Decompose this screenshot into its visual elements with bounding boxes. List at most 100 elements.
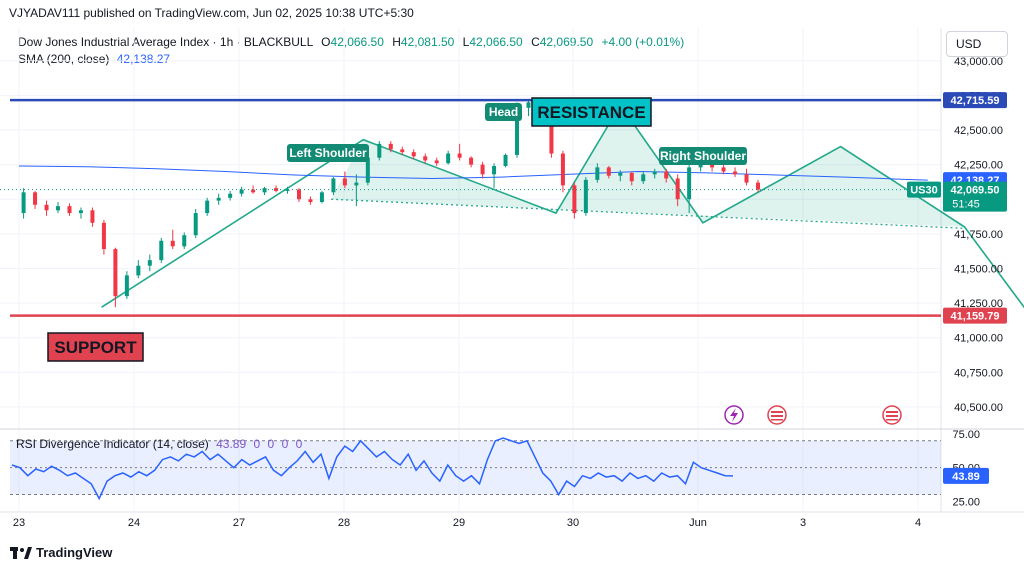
candle-body	[675, 178, 680, 200]
time-tick-label: 23	[13, 517, 25, 529]
svg-text:US30: US30	[910, 185, 938, 197]
candle-body	[377, 143, 382, 158]
sma-legend[interactable]: SMA (200, close) 42,138.27	[18, 52, 170, 66]
candle-body	[239, 189, 244, 194]
rsi-tick-label: 25.00	[952, 496, 980, 508]
candle-body	[733, 171, 738, 175]
head-annotation[interactable]: Head	[485, 103, 522, 121]
bar-countdown: 51:45	[952, 199, 980, 211]
us-flag-event-icon[interactable]	[767, 405, 787, 425]
candle-body	[469, 157, 474, 165]
rsi-legend[interactable]: RSI Divergence Indicator (14, close) 43.…	[16, 437, 302, 451]
candle-body	[170, 240, 175, 247]
candle-body	[101, 222, 106, 250]
candle-body	[67, 206, 72, 214]
price-axis[interactable]: 43,000.0042,750.0042,500.0042,250.0042,0…	[954, 56, 1003, 414]
time-tick-label: 4	[915, 517, 921, 529]
time-tick-label: 27	[233, 517, 245, 529]
candle-body	[33, 192, 38, 205]
candle-body	[251, 189, 256, 193]
candle-body	[400, 149, 405, 153]
svg-text:42,715.59: 42,715.59	[951, 95, 1000, 107]
candle-body	[515, 107, 520, 155]
head-label: Head	[489, 105, 518, 119]
candle-body	[228, 193, 233, 198]
price-tick-label: 40,500.00	[954, 402, 1003, 414]
support-price-tag: 41,159.79	[943, 307, 1007, 324]
candle-body	[583, 179, 588, 214]
us-flag-event-icon[interactable]	[882, 405, 902, 425]
horizontal-grid	[0, 60, 941, 408]
rsi-zero-4: 0	[295, 437, 303, 451]
time-tick-label: 24	[128, 517, 140, 529]
candle-body	[124, 275, 129, 297]
rsi-params: (14, close)	[152, 437, 209, 451]
tradingview-brand: TradingView	[36, 545, 113, 560]
candle-body	[755, 182, 760, 190]
high-label: H	[392, 35, 401, 49]
rsi-zero-3: 0	[281, 437, 289, 451]
pattern-fill	[331, 105, 965, 227]
rsi-zero-2: 0	[267, 437, 275, 451]
rsi-zero-1: 0	[253, 437, 261, 451]
candle-body	[411, 152, 416, 157]
resistance-label: RESISTANCE	[537, 103, 645, 122]
time-tick-label: Jun	[689, 517, 707, 529]
candle-body	[641, 174, 646, 182]
time-tick-label: 30	[567, 517, 579, 529]
sma-label: SMA (200, close)	[18, 52, 110, 66]
support-annotation[interactable]: SUPPORT	[47, 332, 144, 362]
candle-body	[262, 188, 267, 193]
change-value: +4.00 (+0.01%)	[601, 35, 685, 49]
tradingview-logo[interactable]: TradingView	[10, 545, 112, 560]
candle-body	[159, 240, 164, 261]
rsi-line	[11, 437, 734, 501]
time-tick-label: 3	[800, 517, 806, 529]
support-label: SUPPORT	[54, 338, 137, 357]
candle-body	[721, 167, 726, 172]
resistance-annotation[interactable]: RESISTANCE	[531, 97, 652, 127]
candle-body	[296, 189, 301, 200]
candle-body	[365, 157, 370, 183]
candle-body	[342, 178, 347, 186]
candle-body	[434, 160, 439, 164]
svg-text:41,159.79: 41,159.79	[951, 311, 1000, 323]
price-tick-label: 40,750.00	[954, 367, 1003, 379]
candle-body	[606, 167, 611, 176]
candle-body	[446, 153, 451, 164]
candle-body	[526, 102, 531, 108]
neckline	[331, 198, 965, 229]
rsi-value: 43.89	[216, 437, 247, 451]
candle-body	[44, 204, 49, 211]
head-shoulders-pattern[interactable]	[101, 103, 1024, 313]
candle-body	[572, 185, 577, 214]
left-shoulder-annotation[interactable]: Left Shoulder	[287, 144, 369, 162]
candle-body	[595, 167, 600, 180]
candle-body	[492, 166, 497, 175]
candle-body	[182, 235, 187, 247]
candle-body	[629, 172, 634, 182]
time-axis[interactable]: 23 24 27 28 29 30 Jun 3 4	[13, 517, 921, 529]
price-tick-label: 41,500.00	[954, 263, 1003, 275]
candle-body	[216, 197, 221, 201]
currency-button[interactable]: USD	[946, 31, 1008, 57]
candle-body	[687, 167, 692, 200]
low-value: 42,066.50	[469, 35, 523, 49]
candle-body	[652, 171, 657, 175]
candle-body	[136, 265, 141, 276]
candle-body	[319, 192, 324, 202]
price-tick-label: 42,500.00	[954, 125, 1003, 137]
time-tick-label: 28	[338, 517, 350, 529]
candle-body	[147, 260, 152, 266]
rsi-title: RSI Divergence Indicator	[16, 437, 150, 451]
vertical-grid	[18, 28, 919, 512]
lightning-event-icon[interactable]	[724, 405, 744, 425]
left-shoulder-label: Left Shoulder	[289, 146, 367, 160]
close-label: C	[531, 35, 540, 49]
candle-body	[457, 153, 462, 158]
right-shoulder-annotation[interactable]: Right Shoulder	[659, 147, 747, 165]
rsi-value-tag: 43.89	[943, 467, 989, 484]
close-value: 42,069.50	[539, 35, 594, 49]
candle-body	[560, 153, 565, 186]
